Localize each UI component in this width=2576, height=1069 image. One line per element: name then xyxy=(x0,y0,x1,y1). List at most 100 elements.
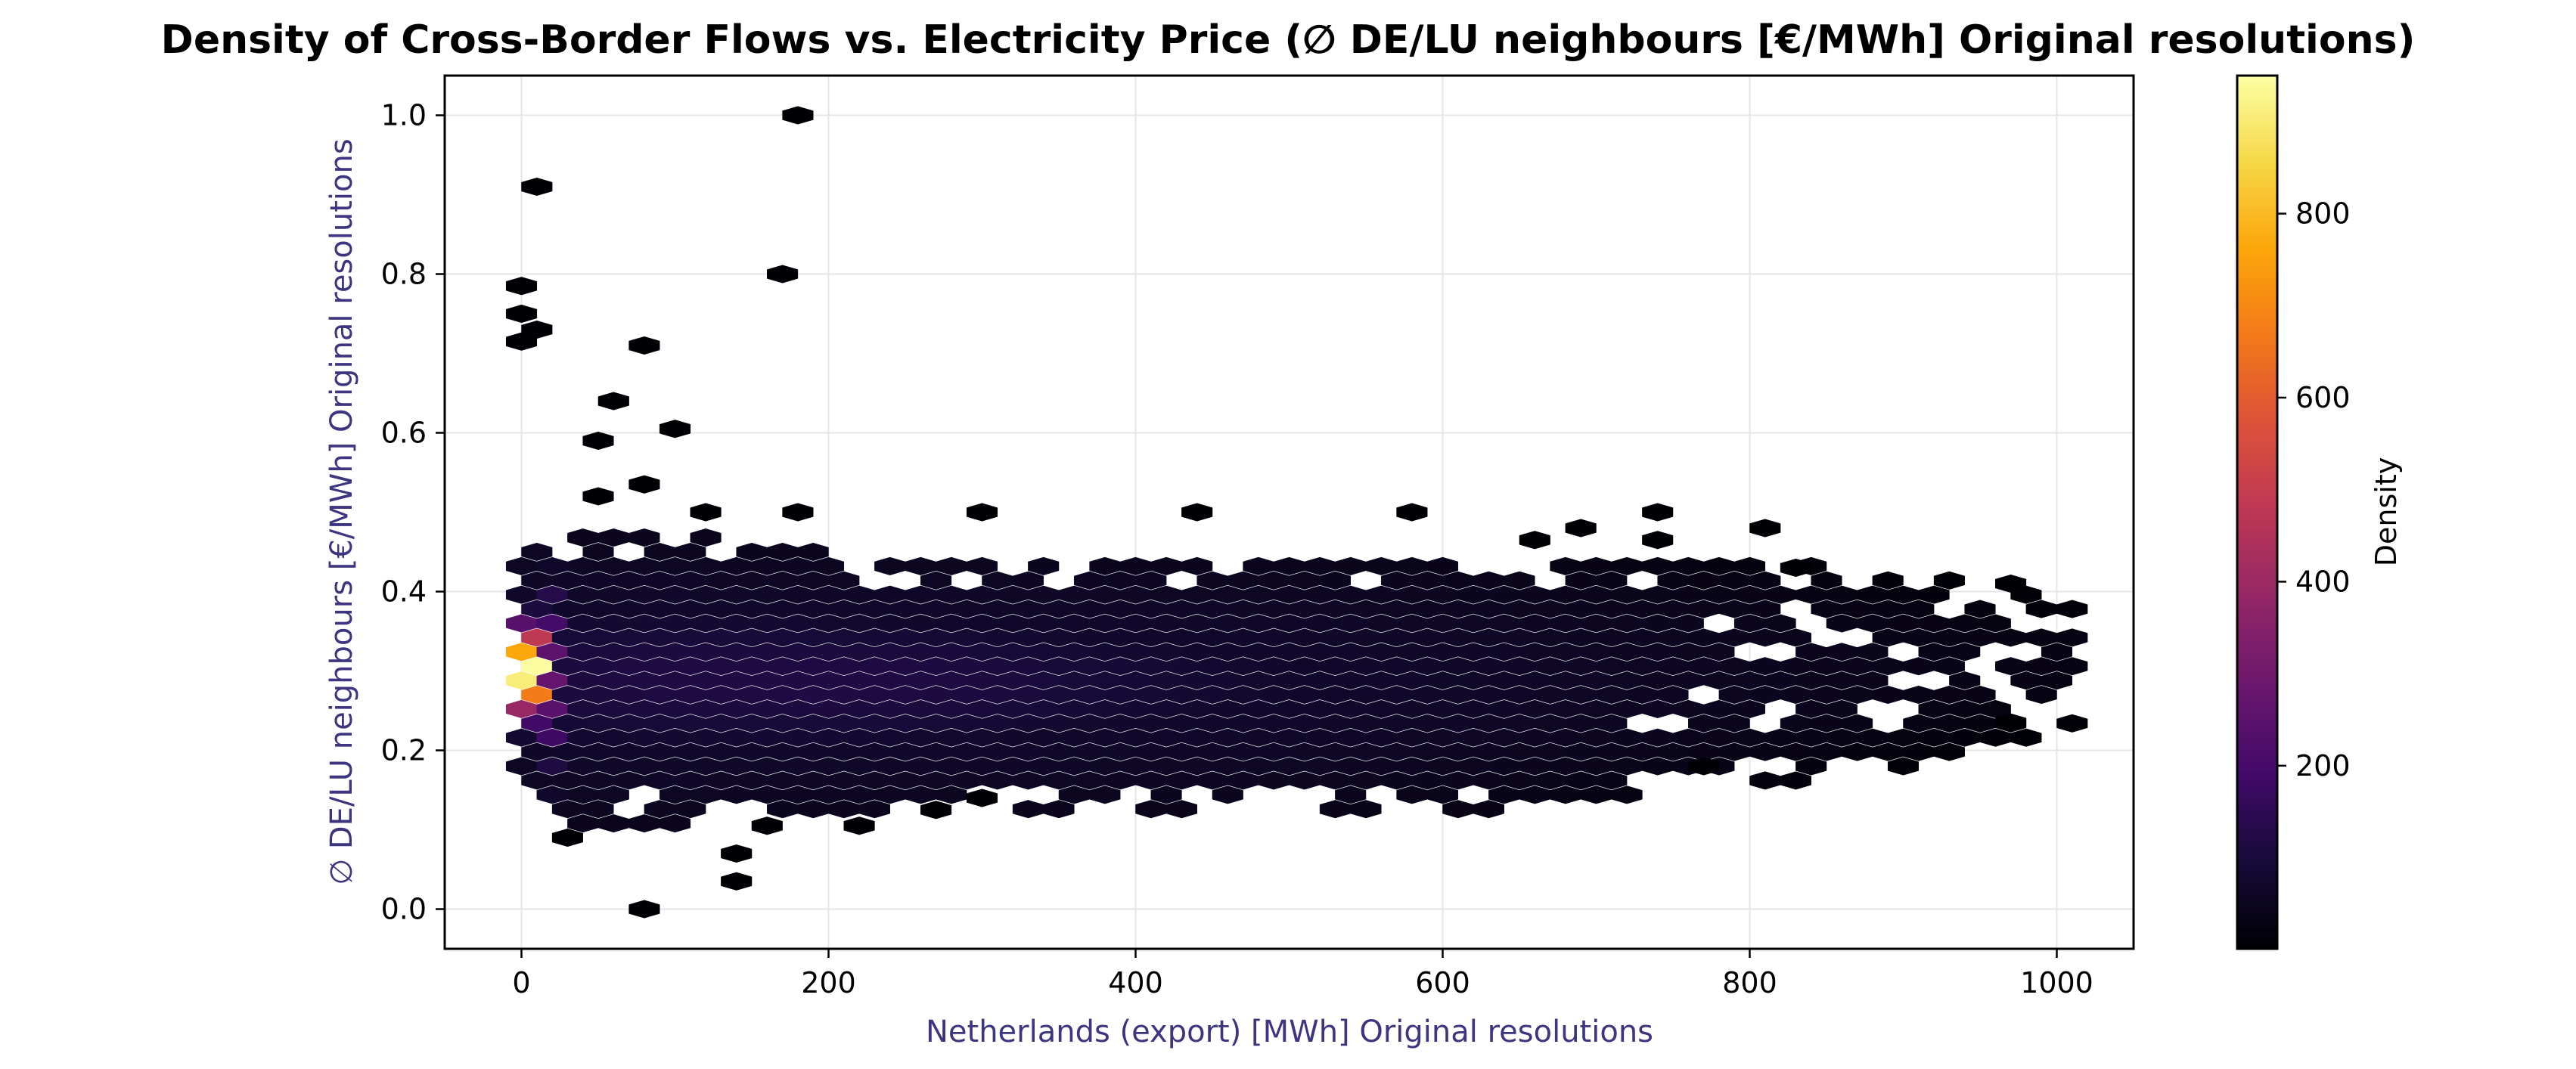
x-tick-label: 200 xyxy=(801,966,856,999)
hexbin-cell xyxy=(1319,771,1351,790)
hexbin-cell xyxy=(1119,671,1152,690)
hexbin-cell xyxy=(751,757,783,776)
hexbin-cell xyxy=(1396,785,1428,804)
hexbin-cell xyxy=(920,801,952,820)
hexbin-cell xyxy=(1381,742,1413,761)
hexbin-cell xyxy=(1227,571,1259,590)
hexbin-cell xyxy=(1488,728,1520,747)
hexbin-cell xyxy=(1028,614,1060,633)
hexbin-cell xyxy=(1733,699,1766,718)
hexbin-cell xyxy=(966,789,998,807)
hexbin-cell xyxy=(1104,742,1136,761)
hexbin-cell xyxy=(1903,742,1935,761)
hexbin-cell xyxy=(521,714,553,733)
hexbin-cell xyxy=(521,685,553,705)
hexbin-cell xyxy=(1289,571,1321,590)
hexbin-cell xyxy=(767,714,799,733)
hexbin-cell xyxy=(1043,742,1075,761)
hexbin-cell xyxy=(1058,785,1090,804)
hexbin-cell xyxy=(1457,757,1489,776)
hexbin-cell xyxy=(1918,643,1950,662)
hexbin-cell xyxy=(797,742,829,761)
hexbin-cell xyxy=(2025,628,2057,647)
hexbin-cell xyxy=(1718,657,1750,676)
hexbin-cell xyxy=(1304,585,1336,604)
hexbin-cell xyxy=(1611,671,1643,690)
hexbin-cell xyxy=(1749,628,1781,647)
hexbin-cell xyxy=(628,814,660,833)
hexbin-cell xyxy=(675,714,706,733)
hexbin-cell xyxy=(1504,571,1535,590)
hexbin-cell xyxy=(505,556,538,575)
hexbin-cell xyxy=(505,699,538,718)
hexbin-cell xyxy=(1243,728,1274,747)
hexbin-cell xyxy=(644,800,675,819)
hexbin-cell xyxy=(582,657,614,676)
hexbin-cell xyxy=(1703,643,1735,662)
hexbin-cell xyxy=(1626,685,1658,705)
hexbin-cell xyxy=(874,699,906,718)
hexbin-cell xyxy=(721,757,753,776)
hexbin-cell xyxy=(936,728,967,747)
hexbin-cell xyxy=(1258,771,1290,790)
hexbin-cell xyxy=(1089,699,1121,718)
hexbin-cell xyxy=(782,614,814,633)
hexbin-cell xyxy=(644,742,675,761)
hexbin-cell xyxy=(1979,728,2011,747)
hexbin-cell xyxy=(966,503,998,522)
hexbin-cell xyxy=(1165,600,1197,618)
hexbin-cell xyxy=(628,556,660,575)
hexbin-cell xyxy=(1596,657,1628,676)
hexbin-cell xyxy=(1457,585,1489,604)
hexbin-cell xyxy=(828,628,860,647)
hexbin-cell xyxy=(828,685,860,705)
hexbin-cell xyxy=(782,643,814,662)
hexbin-cell xyxy=(628,757,660,776)
hexbin-cell xyxy=(551,571,583,590)
hexbin-cell xyxy=(828,800,860,819)
hexbin-cell xyxy=(1227,600,1259,618)
hexbin-cell xyxy=(1442,657,1474,676)
hexbin-cell xyxy=(1565,600,1597,618)
hexbin-cell xyxy=(1642,585,1674,604)
hexbin-cell xyxy=(1273,757,1305,776)
hexbin-cell xyxy=(1074,571,1106,590)
hexbin-cell xyxy=(1043,628,1075,647)
hexbin-cell xyxy=(1335,671,1367,690)
hexbin-cell xyxy=(889,742,921,761)
hexbin-cell xyxy=(1580,699,1612,718)
hexbin-cell xyxy=(628,475,660,494)
hexbin-cell xyxy=(521,771,553,790)
hexbin-cell xyxy=(628,671,660,690)
hexbin-cell xyxy=(1780,657,1811,676)
hexbin-cell xyxy=(1319,800,1351,819)
hexbin-cell xyxy=(1688,600,1720,618)
hexbin-cell xyxy=(521,628,553,647)
hexbin-cell xyxy=(1519,614,1550,633)
hexbin-cell xyxy=(1012,742,1044,761)
hexbin-cell xyxy=(828,742,860,761)
hexbin-cell xyxy=(1411,657,1443,676)
hexbin-cell xyxy=(982,657,1013,676)
hexbin-cell xyxy=(1642,531,1674,550)
hexbin-cell xyxy=(767,771,799,790)
hexbin-cell xyxy=(843,757,875,776)
hexbin-cell xyxy=(1473,657,1504,676)
hexbin-cell xyxy=(782,728,814,747)
hexbin-cell xyxy=(1304,671,1336,690)
hexbin-cell xyxy=(567,643,599,662)
hexbin-cell xyxy=(1488,671,1520,690)
hexbin-cell xyxy=(1089,785,1121,804)
hexbin-cell xyxy=(1457,699,1489,718)
hexbin-cell xyxy=(1473,714,1504,733)
hexbin-cell xyxy=(1626,600,1658,618)
hexbin-cell xyxy=(1519,585,1550,604)
hexbin-cell xyxy=(1411,628,1443,647)
hexbin-cell xyxy=(1504,714,1535,733)
hexbin-cell xyxy=(1411,600,1443,618)
hexbin-cell xyxy=(1119,757,1152,776)
hexbin-cell xyxy=(1365,728,1397,747)
hexbin-cell xyxy=(797,771,829,790)
hexbin-cell xyxy=(1350,800,1382,819)
hexbin-cell xyxy=(951,657,982,676)
